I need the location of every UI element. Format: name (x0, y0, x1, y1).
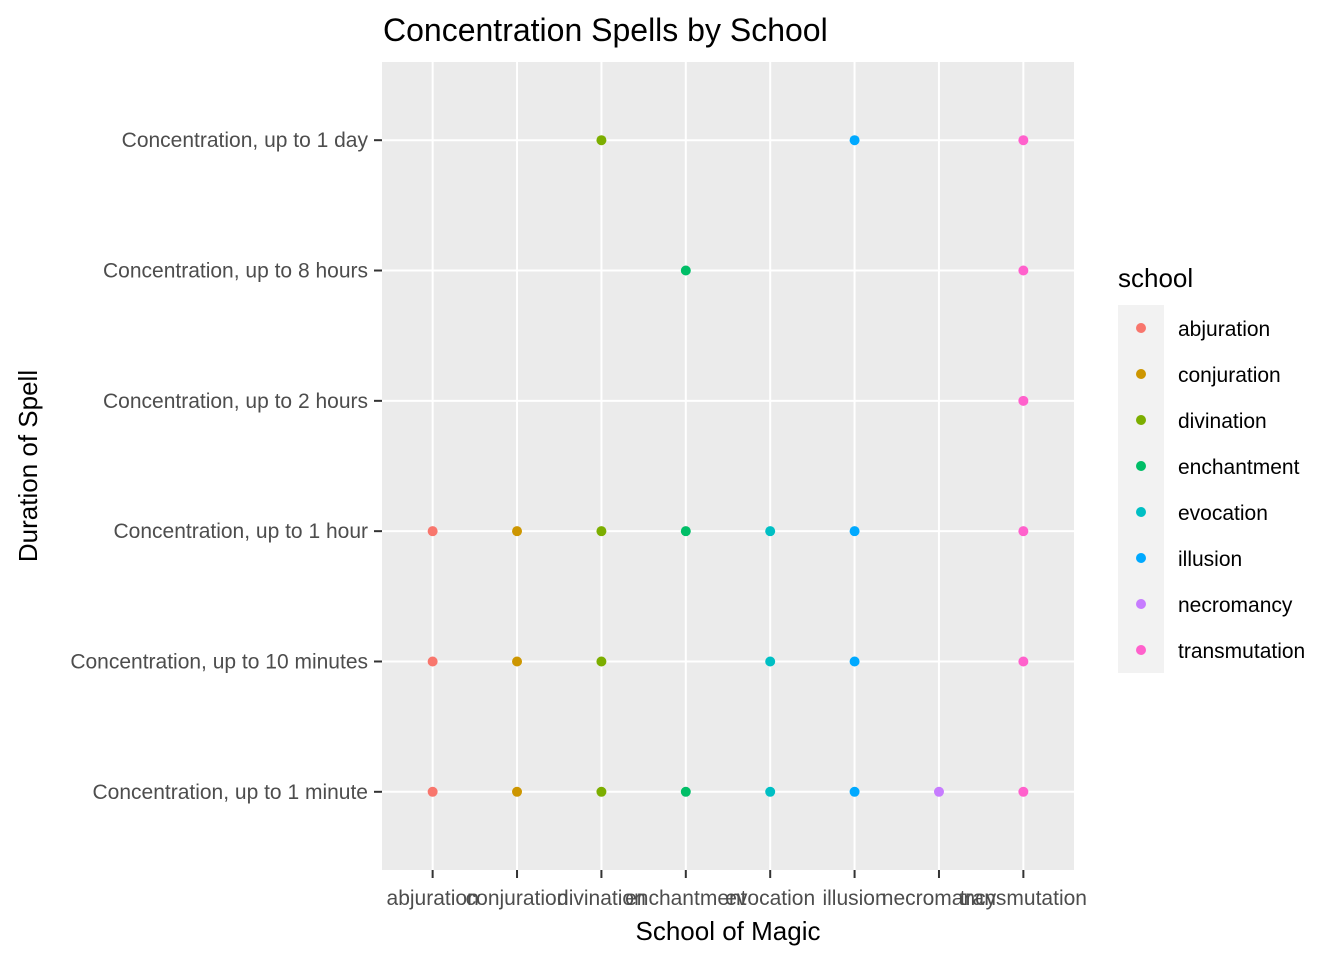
y-tick-label: Concentration, up to 1 day (122, 129, 369, 152)
data-point (512, 526, 523, 537)
y-tick-label: Concentration, up to 10 minutes (70, 650, 368, 673)
data-point (765, 656, 776, 667)
legend-label: transmutation (1178, 640, 1305, 663)
x-tick-label: evocation (725, 887, 815, 910)
data-point (512, 656, 523, 667)
x-tick-label: enchantment (625, 887, 747, 910)
legend-key (1136, 645, 1146, 655)
x-tick-label: divination (557, 887, 646, 910)
legend-label: evocation (1178, 502, 1268, 525)
x-tick-label: transmutation (960, 887, 1087, 910)
chart-title: Concentration Spells by School (383, 12, 828, 48)
data-point (849, 656, 860, 667)
data-point (849, 786, 860, 797)
legend-label: necromancy (1178, 594, 1293, 617)
data-point (596, 786, 607, 797)
data-point (1018, 395, 1029, 406)
legend: abjuration conjuration divination enchantme… (1118, 305, 1305, 673)
x-tick-label: illusion (822, 887, 886, 910)
data-point (849, 135, 860, 146)
data-point (680, 526, 691, 537)
legend-key-background (1118, 305, 1164, 673)
data-point (680, 265, 691, 276)
data-point (1018, 526, 1029, 537)
legend-key (1136, 553, 1146, 563)
y-tick-label: Concentration, up to 1 minute (92, 781, 368, 804)
data-points (427, 135, 1029, 797)
gridlines (382, 62, 1074, 870)
x-axis-title: School of Magic (636, 916, 821, 946)
data-point (680, 786, 691, 797)
legend-key (1136, 323, 1146, 333)
legend-key (1136, 369, 1146, 379)
data-point (765, 786, 776, 797)
legend-title: school (1118, 263, 1193, 293)
x-tick-label: necromancy (882, 887, 997, 910)
x-tick-label: abjuration (387, 887, 479, 910)
data-point (849, 526, 860, 537)
data-point (596, 526, 607, 537)
data-point (933, 786, 944, 797)
legend-key (1136, 415, 1146, 425)
plot-panel (382, 62, 1074, 870)
legend-label: illusion (1178, 548, 1242, 571)
data-point (427, 656, 438, 667)
data-point (1018, 656, 1029, 667)
legend-label: enchantment (1178, 456, 1300, 479)
data-point (427, 786, 438, 797)
x-axis-ticks: abjurationconjurationdivinationenchantme… (387, 870, 1087, 910)
x-tick-label: conjuration (466, 887, 569, 910)
y-tick-label: Concentration, up to 8 hours (103, 260, 368, 283)
y-axis-title: Duration of Spell (13, 370, 43, 562)
y-tick-label: Concentration, up to 2 hours (103, 390, 368, 413)
data-point (765, 526, 776, 537)
legend-label: abjuration (1178, 318, 1270, 341)
data-point (1018, 135, 1029, 146)
data-point (596, 656, 607, 667)
legend-label: divination (1178, 410, 1267, 433)
legend-key (1136, 461, 1146, 471)
data-point (512, 786, 523, 797)
y-axis-ticks: Concentration, up to 1 minute Concentrati… (70, 129, 382, 804)
legend-key (1136, 599, 1146, 609)
data-point (1018, 786, 1029, 797)
data-point (427, 526, 438, 537)
data-point (1018, 265, 1029, 276)
y-tick-label: Concentration, up to 1 hour (113, 520, 368, 543)
legend-key (1136, 507, 1146, 517)
legend-label: conjuration (1178, 364, 1281, 387)
data-point (596, 135, 607, 146)
